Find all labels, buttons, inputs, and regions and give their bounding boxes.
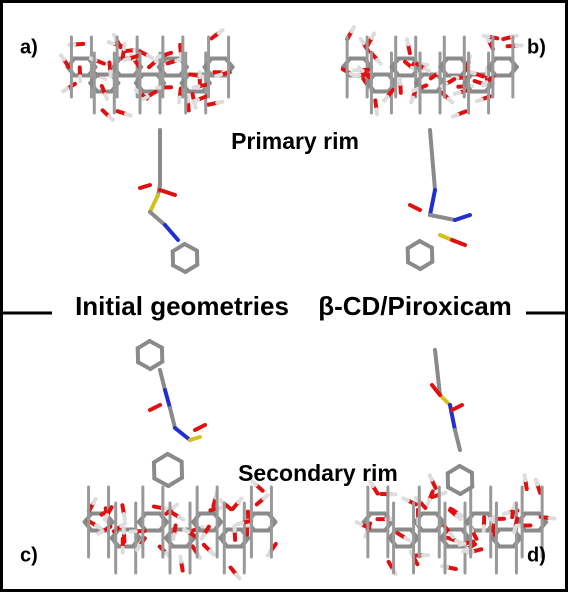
bond	[184, 529, 188, 532]
bond	[63, 89, 67, 92]
bond	[124, 44, 125, 49]
bond	[202, 534, 205, 538]
bond	[377, 60, 380, 64]
bond	[525, 475, 526, 480]
bond	[536, 480, 538, 485]
bond	[457, 516, 461, 519]
bond	[109, 117, 113, 120]
bond	[453, 115, 458, 117]
bond	[194, 103, 195, 108]
bond	[179, 517, 183, 520]
bond	[264, 495, 268, 498]
bond	[407, 39, 408, 44]
bond	[477, 99, 482, 101]
bond	[217, 102, 222, 103]
bond	[124, 59, 129, 61]
bond	[456, 541, 461, 543]
bond	[61, 55, 64, 59]
bond	[460, 544, 465, 545]
bond	[483, 82, 487, 85]
bond	[219, 30, 223, 33]
bond	[361, 39, 364, 43]
bond	[148, 56, 152, 58]
rim-label: Secondary rim	[238, 460, 398, 486]
bond	[405, 538, 409, 541]
figure: a) b) c) d) Primary rim Secondary rim In…	[0, 0, 568, 592]
bond	[194, 86, 199, 87]
bond	[238, 523, 243, 524]
bond	[455, 92, 460, 93]
bond	[372, 33, 374, 37]
bond	[180, 557, 181, 562]
bond	[238, 498, 241, 502]
panel-label: b)	[527, 36, 546, 58]
bond	[514, 503, 515, 508]
bond	[105, 94, 107, 99]
bond	[441, 493, 446, 495]
bond	[236, 575, 239, 579]
panel-label: d)	[527, 544, 546, 566]
bond	[504, 513, 509, 514]
bond	[199, 76, 204, 77]
bond	[105, 515, 107, 519]
bond	[98, 531, 102, 533]
bond	[430, 475, 432, 480]
caption: Initial geometries	[75, 291, 289, 321]
bond	[109, 42, 114, 43]
bond	[470, 72, 475, 74]
bond	[425, 69, 429, 71]
bond	[450, 533, 453, 537]
bond	[384, 97, 387, 101]
bond	[193, 100, 198, 102]
bond	[96, 526, 100, 529]
bond	[359, 67, 363, 71]
bond	[352, 27, 354, 31]
bond	[357, 522, 362, 524]
bond	[514, 527, 515, 532]
rim-label: Primary rim	[231, 128, 359, 154]
bond	[144, 97, 148, 100]
bond	[403, 498, 408, 500]
bond	[550, 518, 555, 519]
bond	[126, 114, 131, 116]
bond	[411, 98, 413, 103]
bond	[449, 99, 453, 102]
panel-label: c)	[20, 544, 38, 566]
bond	[101, 77, 105, 79]
bond	[210, 551, 214, 555]
bond	[179, 97, 180, 102]
bond	[484, 36, 489, 37]
bond	[413, 89, 418, 91]
bond	[428, 500, 430, 505]
bond	[93, 499, 95, 503]
caption: β-CD/Piroxicam	[318, 291, 512, 321]
bond	[121, 523, 125, 526]
bond	[173, 534, 174, 539]
bond	[124, 514, 125, 519]
bond	[376, 109, 377, 114]
bond	[173, 505, 177, 508]
panel-label: a)	[20, 36, 38, 58]
bond	[216, 75, 221, 76]
bond	[137, 546, 140, 550]
